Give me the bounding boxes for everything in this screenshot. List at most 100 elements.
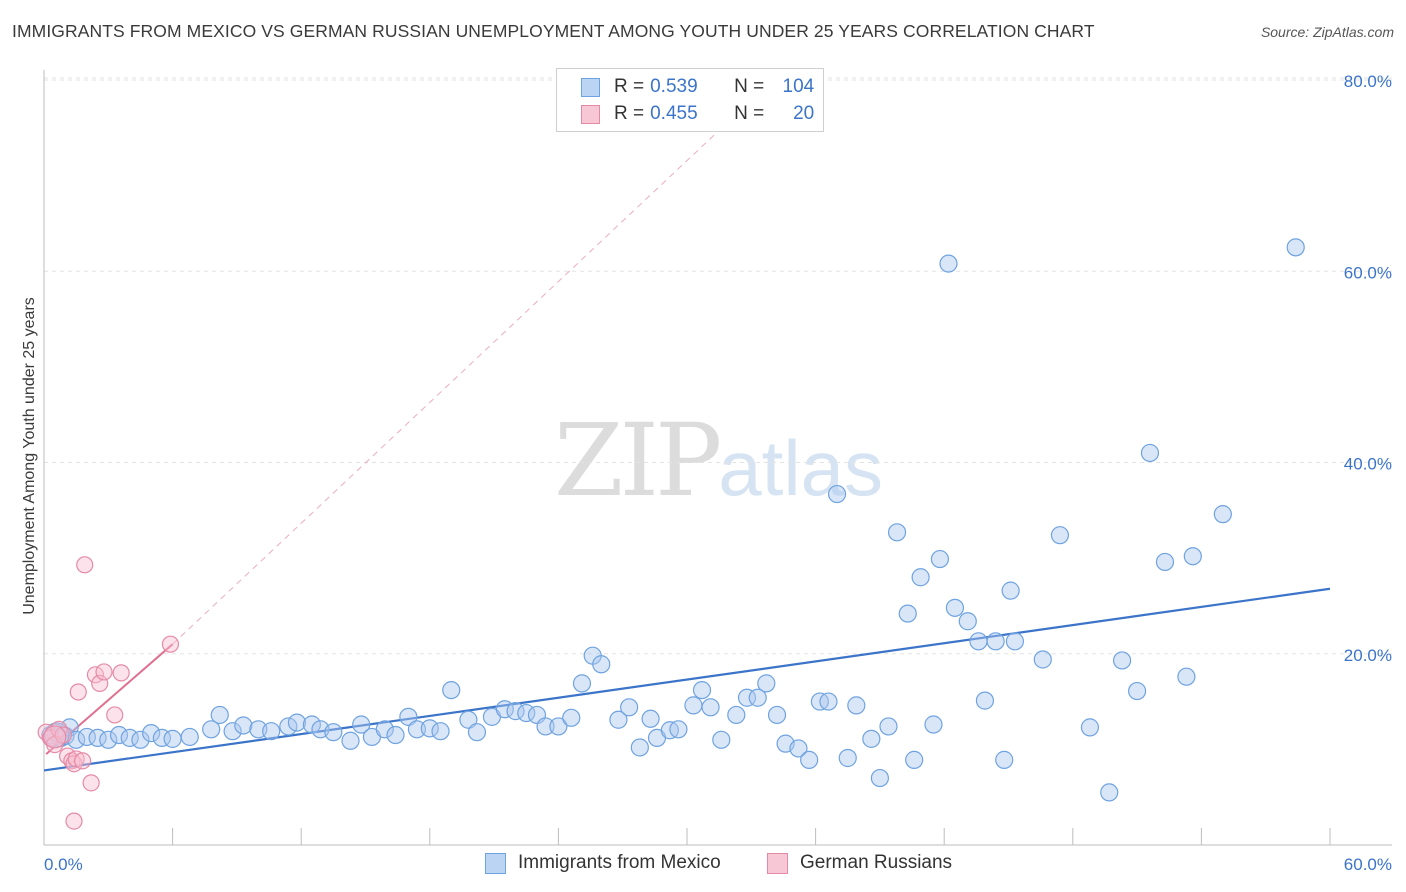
data-point-mexico — [898, 604, 917, 623]
data-point-mexico — [924, 715, 943, 734]
n-value-mexico: 104 — [782, 76, 815, 97]
watermark-atlas: atlas — [718, 424, 884, 512]
data-point-mexico — [549, 717, 568, 736]
data-point-mexico — [1112, 651, 1132, 670]
data-point-mexico — [234, 716, 253, 735]
data-point-mexico — [847, 696, 866, 715]
data-point-german-russians — [67, 750, 85, 768]
data-point-mexico — [862, 729, 881, 748]
data-point-mexico — [800, 750, 819, 769]
trend-lines — [43, 79, 1331, 772]
axes — [43, 70, 1392, 846]
legend-label-german-russians: German Russians — [800, 852, 953, 873]
stats-legend-row-german-russians: R = 0.455 N = 20 — [581, 102, 814, 126]
data-point-mexico — [1286, 238, 1305, 257]
data-point-mexico — [789, 739, 808, 758]
data-point-mexico — [1005, 632, 1025, 651]
y-tick-labels: 20.0% 40.0% 60.0% 80.0% — [1344, 72, 1392, 665]
data-point-mexico — [99, 730, 118, 749]
data-point-mexico — [905, 750, 924, 769]
swatch-mexico — [581, 77, 600, 97]
data-point-german-russians — [69, 683, 87, 701]
data-point-mexico — [420, 719, 439, 738]
series-german-russians — [37, 556, 180, 830]
data-point-mexico — [279, 717, 298, 736]
legend-swatch-german-russians — [767, 852, 788, 874]
data-point-german-russians-cluster — [43, 725, 67, 749]
data-point-mexico — [1127, 681, 1147, 701]
data-point-mexico — [262, 722, 281, 741]
data-point-mexico — [287, 713, 307, 732]
y-tick-label: 80.0% — [1344, 72, 1392, 91]
data-point-german-russians — [95, 663, 113, 681]
data-point-mexico — [163, 729, 182, 748]
n-label: N = — [734, 76, 765, 97]
n-value-german-russians: 20 — [793, 103, 815, 124]
data-point-mexico — [620, 698, 639, 717]
data-point-german-russians — [82, 774, 100, 792]
grid — [44, 77, 1392, 655]
legend-swatch-mexico — [485, 852, 506, 874]
r-label: R = — [614, 103, 645, 124]
data-point-mexico — [142, 724, 161, 743]
series-immigrants-from-mexico — [41, 238, 1305, 802]
x-ticks — [172, 828, 1331, 845]
data-point-mexico — [757, 674, 776, 693]
data-point-mexico — [712, 730, 731, 749]
data-point-mexico — [223, 722, 242, 741]
data-point-mexico — [819, 692, 838, 711]
data-point-mexico — [131, 730, 150, 749]
y-tick-label: 60.0% — [1344, 263, 1392, 282]
data-point-mexico — [767, 705, 787, 725]
y-axis-label: Unemployment Among Youth under 25 years — [21, 297, 38, 615]
data-point-mexico — [1100, 783, 1119, 802]
data-point-mexico — [442, 680, 461, 700]
data-point-mexico — [407, 720, 427, 739]
data-point-german-russians — [106, 706, 124, 724]
data-point-mexico — [827, 484, 847, 504]
data-point-mexico — [969, 632, 988, 651]
data-point-mexico — [958, 612, 977, 631]
data-point-mexico — [1080, 718, 1100, 737]
data-point-mexico — [692, 680, 712, 700]
legend-item-german-russians: German Russians — [767, 852, 952, 874]
data-point-german-russians — [112, 664, 130, 682]
data-point-mexico — [727, 705, 746, 725]
data-point-mexico — [630, 738, 649, 757]
data-point-mexico — [684, 696, 703, 715]
data-point-mexico — [1050, 526, 1070, 545]
r-value-german-russians: 0.455 — [650, 103, 698, 124]
data-point-mexico — [459, 710, 478, 729]
data-point-mexico — [1033, 650, 1052, 669]
data-point-mexico — [737, 688, 757, 707]
data-point-mexico — [210, 705, 229, 725]
data-point-mexico — [986, 632, 1005, 651]
swatch-german-russians — [581, 104, 600, 124]
data-point-mexico — [609, 710, 628, 729]
data-point-mexico — [1140, 443, 1160, 463]
chart-title: IMMIGRANTS FROM MEXICO VS GERMAN RUSSIAN… — [12, 21, 1095, 41]
data-point-mexico — [202, 720, 221, 739]
data-point-mexico — [180, 727, 199, 747]
data-point-mexico — [879, 717, 898, 736]
watermark-zip: ZIP — [554, 402, 722, 519]
x-tick-label-max: 60.0% — [1344, 855, 1392, 874]
data-point-mexico — [1183, 547, 1202, 566]
y-tick-label: 20.0% — [1344, 646, 1392, 665]
n-label: N = — [734, 103, 765, 124]
trend-line-mexico — [43, 587, 1331, 772]
r-label: R = — [614, 76, 645, 97]
data-point-mexico — [562, 708, 581, 727]
legend-label-mexico: Immigrants from Mexico — [518, 852, 721, 873]
data-point-mexico — [467, 723, 487, 742]
x-tick-label-min: 0.0% — [44, 855, 83, 874]
data-point-mexico — [975, 691, 995, 710]
data-point-mexico — [592, 655, 611, 674]
legend-item-mexico: Immigrants from Mexico — [485, 852, 721, 874]
data-point-german-russians — [161, 635, 180, 653]
data-point-mexico — [352, 715, 371, 734]
data-point-mexico — [399, 707, 418, 726]
data-point-mexico — [572, 674, 592, 693]
data-point-mexico — [945, 598, 965, 617]
